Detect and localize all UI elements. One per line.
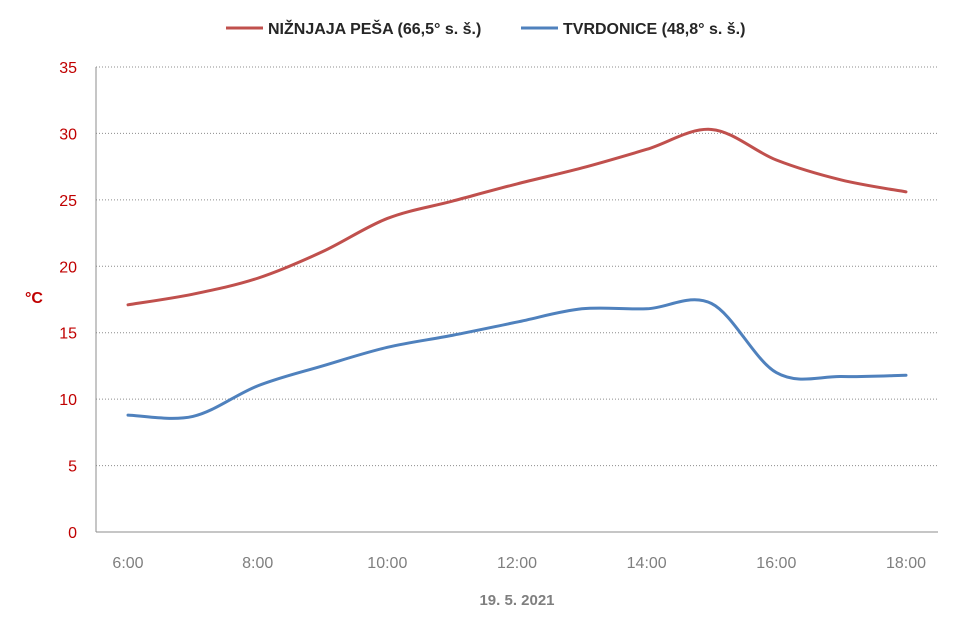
legend-label-1: NIŽNJAJA PEŠA (66,5° s. š.) (268, 19, 481, 38)
y-axis-label: °C (25, 290, 43, 307)
y-tick-label: 5 (68, 459, 77, 476)
x-tick-label: 14:00 (627, 555, 667, 572)
y-tick-label: 10 (59, 392, 77, 409)
legend: NIŽNJAJA PEŠA (66,5° s. š.) TVRDONICE (48… (226, 19, 745, 38)
series-line-1 (126, 127, 908, 307)
x-tick-label: 6:00 (112, 555, 143, 572)
series-line-2 (126, 298, 908, 420)
x-tick-label: 8:00 (242, 555, 273, 572)
y-tick-label: 15 (59, 326, 77, 343)
y-tick-label: 35 (59, 60, 77, 77)
y-tick-label: 20 (59, 259, 77, 276)
x-axis-label: 19. 5. 2021 (479, 592, 554, 609)
gridlines (96, 66, 938, 467)
y-tick-label: 25 (59, 193, 77, 210)
x-tick-label: 18:00 (886, 555, 926, 572)
x-tick-label: 10:00 (367, 555, 407, 572)
x-tick-label: 12:00 (497, 555, 537, 572)
legend-label-2: TVRDONICE (48,8° s. š.) (563, 21, 745, 38)
y-tick-labels: 0 5 10 15 20 25 30 35 (59, 60, 77, 542)
x-tick-labels: 6:00 8:00 10:00 12:00 14:00 16:00 18:00 (112, 555, 926, 572)
y-tick-label: 30 (59, 126, 77, 143)
x-tick-label: 16:00 (756, 555, 796, 572)
axes (95, 67, 938, 533)
y-tick-label: 0 (68, 525, 77, 542)
series-lines (126, 127, 908, 420)
